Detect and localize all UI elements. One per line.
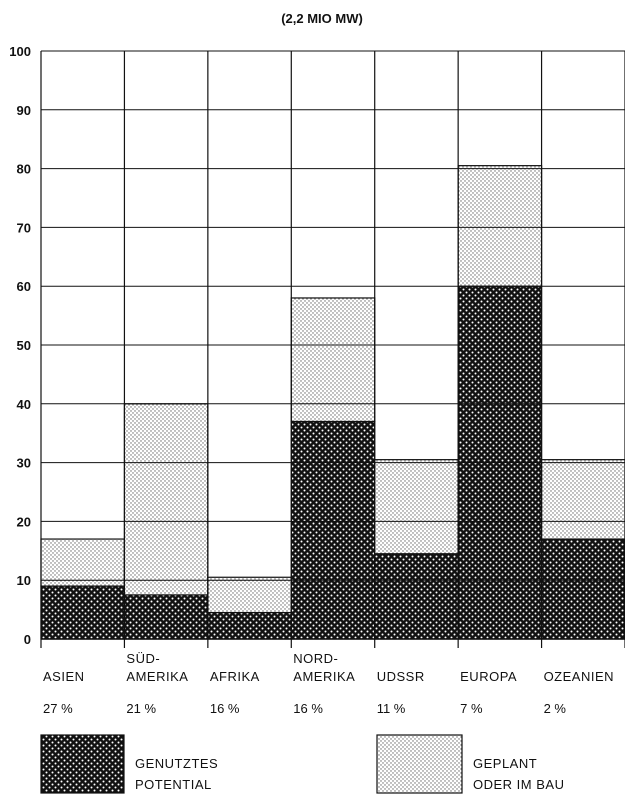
category-label: OZEANIEN — [544, 669, 614, 684]
category-label: AMERIKA — [126, 669, 188, 684]
y-tick-label: 100 — [9, 44, 31, 59]
y-tick-label: 0 — [24, 632, 31, 647]
bar-used-0 — [40, 585, 126, 640]
category-label: AMERIKA — [293, 669, 355, 684]
category-share-label: 11 % — [377, 701, 406, 716]
bar-planned-1 — [123, 403, 209, 596]
y-tick-label: 70 — [17, 220, 31, 235]
y-tick-label: 50 — [17, 338, 31, 353]
y-tick-label: 80 — [17, 162, 31, 177]
legend-label: GEPLANT — [473, 756, 537, 771]
category-share-label: 27 % — [43, 701, 73, 716]
bar-planned-0 — [40, 538, 126, 587]
bar-planned-2 — [207, 576, 292, 614]
y-tick-label: 90 — [17, 103, 31, 118]
y-tick-label: 20 — [17, 514, 31, 529]
bar-used-2 — [207, 611, 292, 640]
category-share-label: 16 % — [210, 701, 240, 716]
legend-swatch-planned — [376, 734, 463, 794]
y-tick-label: 10 — [17, 573, 31, 588]
bar-planned-6 — [540, 459, 625, 540]
legend-label: POTENTIAL — [135, 777, 212, 792]
y-tick-label: 60 — [17, 279, 31, 294]
category-label: AFRIKA — [210, 669, 260, 684]
category-share-label: 21 % — [126, 701, 156, 716]
chart-subtitle: (2,2 MIO MW) — [281, 11, 363, 26]
bar-used-1 — [123, 594, 209, 640]
category-label: ASIEN — [43, 669, 85, 684]
bar-planned-3 — [290, 297, 376, 423]
bar-planned-5 — [457, 165, 543, 287]
legend-label: ODER IM BAU — [473, 777, 564, 792]
legend-swatch-used — [40, 734, 125, 794]
category-share-label: 7 % — [460, 701, 483, 716]
bar-planned-4 — [374, 459, 459, 555]
y-tick-label: 30 — [17, 456, 31, 471]
category-label: SÜD- — [126, 651, 160, 666]
bar-used-3 — [290, 420, 376, 640]
category-share-label: 16 % — [293, 701, 323, 716]
bar-used-6 — [540, 538, 625, 640]
category-label: UDSSR — [377, 669, 425, 684]
bar-used-4 — [374, 553, 459, 640]
y-tick-label: 40 — [17, 397, 31, 412]
category-share-label: 2 % — [544, 701, 567, 716]
legend-label: GENUTZTES — [135, 756, 218, 771]
category-label: EUROPA — [460, 669, 517, 684]
category-label: NORD- — [293, 651, 338, 666]
